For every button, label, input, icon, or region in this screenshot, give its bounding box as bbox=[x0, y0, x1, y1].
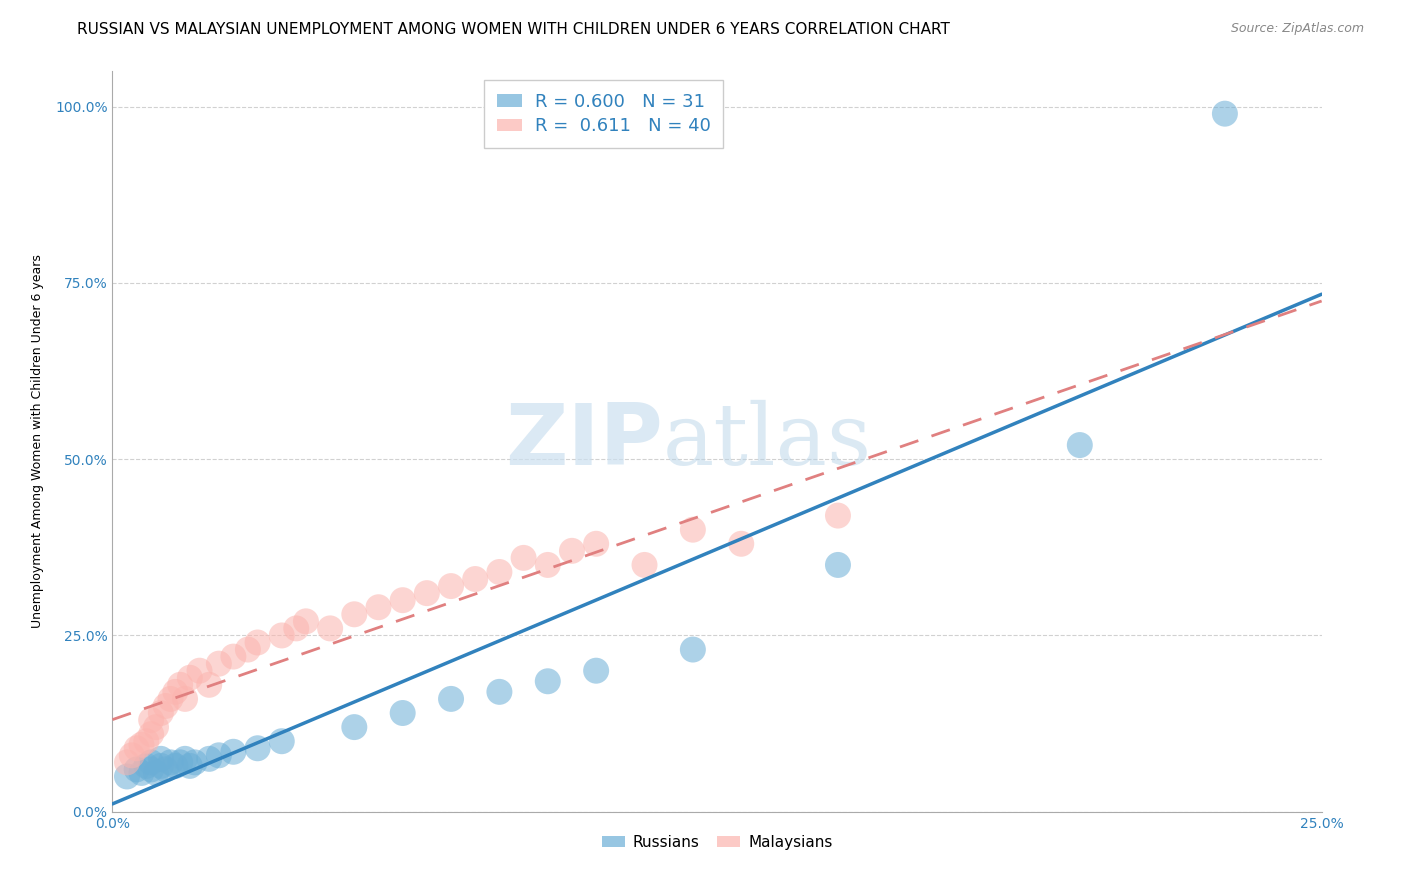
Point bbox=[149, 752, 172, 766]
Point bbox=[165, 759, 187, 773]
Point bbox=[149, 706, 172, 720]
Point bbox=[633, 558, 655, 572]
Point bbox=[179, 671, 201, 685]
Text: Source: ZipAtlas.com: Source: ZipAtlas.com bbox=[1230, 22, 1364, 36]
Point bbox=[585, 664, 607, 678]
Point bbox=[537, 674, 560, 689]
Point bbox=[270, 628, 292, 642]
Point bbox=[208, 657, 231, 671]
Point bbox=[208, 748, 231, 763]
Point bbox=[159, 756, 181, 770]
Point bbox=[512, 550, 534, 565]
Point bbox=[246, 635, 269, 649]
Point bbox=[155, 763, 177, 777]
Point bbox=[246, 741, 269, 756]
Point bbox=[319, 621, 342, 635]
Point bbox=[270, 734, 292, 748]
Point bbox=[440, 579, 463, 593]
Point bbox=[585, 537, 607, 551]
Point bbox=[141, 713, 163, 727]
Point bbox=[198, 752, 221, 766]
Point bbox=[159, 692, 181, 706]
Point bbox=[682, 642, 704, 657]
Point bbox=[145, 720, 167, 734]
Point bbox=[125, 741, 148, 756]
Point bbox=[391, 593, 413, 607]
Point bbox=[682, 523, 704, 537]
Point bbox=[131, 766, 153, 780]
Y-axis label: Unemployment Among Women with Children Under 6 years: Unemployment Among Women with Children U… bbox=[31, 254, 44, 629]
Point bbox=[343, 607, 366, 622]
Point bbox=[827, 508, 849, 523]
Point bbox=[488, 565, 510, 579]
Point bbox=[295, 615, 318, 629]
Point bbox=[343, 720, 366, 734]
Point bbox=[135, 734, 157, 748]
Text: RUSSIAN VS MALAYSIAN UNEMPLOYMENT AMONG WOMEN WITH CHILDREN UNDER 6 YEARS CORREL: RUSSIAN VS MALAYSIAN UNEMPLOYMENT AMONG … bbox=[77, 22, 950, 37]
Point bbox=[174, 692, 197, 706]
Point bbox=[391, 706, 413, 720]
Point bbox=[537, 558, 560, 572]
Point bbox=[488, 685, 510, 699]
Point bbox=[730, 537, 752, 551]
Text: atlas: atlas bbox=[662, 400, 872, 483]
Point bbox=[174, 752, 197, 766]
Point bbox=[125, 763, 148, 777]
Point bbox=[155, 698, 177, 713]
Point bbox=[561, 544, 583, 558]
Point bbox=[222, 745, 245, 759]
Point bbox=[285, 621, 308, 635]
Point bbox=[115, 769, 138, 783]
Point bbox=[145, 766, 167, 780]
Point bbox=[115, 756, 138, 770]
Point bbox=[169, 756, 191, 770]
Point bbox=[179, 759, 201, 773]
Point bbox=[141, 763, 163, 777]
Point bbox=[440, 692, 463, 706]
Point bbox=[169, 678, 191, 692]
Text: ZIP: ZIP bbox=[505, 400, 662, 483]
Point bbox=[121, 748, 143, 763]
Point bbox=[141, 727, 163, 741]
Point bbox=[464, 572, 486, 586]
Point bbox=[149, 759, 172, 773]
Point bbox=[188, 664, 211, 678]
Legend: Russians, Malaysians: Russians, Malaysians bbox=[596, 829, 838, 856]
Point bbox=[367, 600, 389, 615]
Point bbox=[131, 738, 153, 752]
Point bbox=[1213, 106, 1236, 120]
Point bbox=[1069, 438, 1091, 452]
Point bbox=[183, 756, 205, 770]
Point bbox=[416, 586, 439, 600]
Point bbox=[827, 558, 849, 572]
Point bbox=[135, 759, 157, 773]
Point bbox=[236, 642, 259, 657]
Point bbox=[165, 685, 187, 699]
Point bbox=[141, 756, 163, 770]
Point bbox=[222, 649, 245, 664]
Point bbox=[198, 678, 221, 692]
